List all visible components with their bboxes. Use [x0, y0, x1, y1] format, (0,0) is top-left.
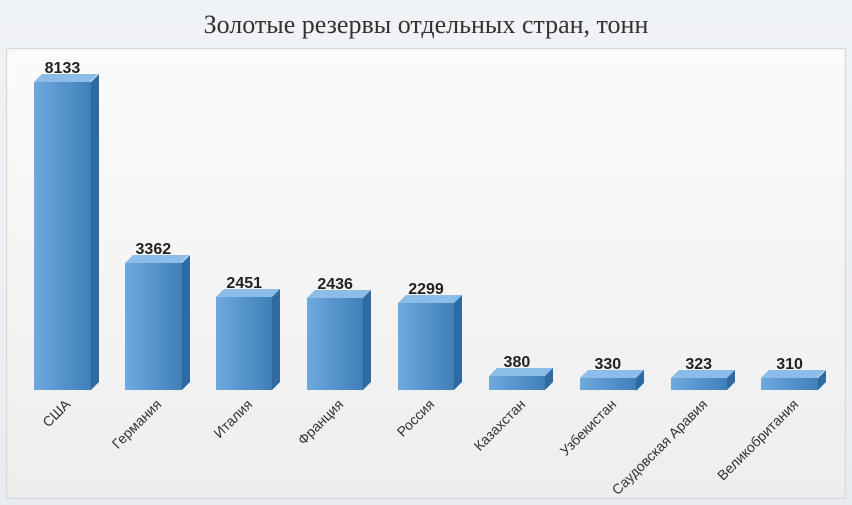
bar-top-face [216, 289, 280, 297]
bar-front [34, 82, 90, 390]
category-label: Казахстан [470, 396, 528, 454]
bar-top-face [307, 290, 371, 298]
label-slot: Узбекистан [562, 390, 653, 498]
bar-side-face [272, 289, 280, 390]
bar-front [398, 303, 454, 390]
bar-top-face [761, 370, 825, 378]
bar-slot: 3362 [108, 49, 199, 390]
plot-area: 81333362245124362299380330323310 США Герм… [6, 48, 846, 499]
bar-top-face [125, 255, 189, 263]
bar-front [671, 378, 727, 390]
bar [34, 82, 90, 390]
bar [125, 263, 181, 390]
bar-front [489, 376, 545, 390]
label-slot: Италия [199, 390, 290, 498]
bar-slot: 2451 [199, 49, 290, 390]
bar-slot: 380 [471, 49, 562, 390]
bars-container: 81333362245124362299380330323310 [17, 49, 835, 390]
bar [398, 303, 454, 390]
label-slot: Саудовская Аравия [653, 390, 744, 498]
bar-slot: 2436 [290, 49, 381, 390]
bar-side-face [182, 255, 190, 390]
category-label: Германия [109, 396, 165, 452]
bar-front [125, 263, 181, 390]
bar-slot: 310 [744, 49, 835, 390]
bar-front [761, 378, 817, 390]
category-label: Россия [394, 396, 438, 440]
bar-side-face [454, 295, 462, 390]
label-slot: Франция [290, 390, 381, 498]
bar-top-face [489, 368, 553, 376]
bar [671, 378, 727, 390]
label-slot: Россия [381, 390, 472, 498]
gold-reserves-chart: Золотые резервы отдельных стран, тонн 81… [0, 0, 852, 505]
bar-top-face [34, 74, 98, 82]
bar-top-face [580, 370, 644, 378]
bar-side-face [91, 74, 99, 390]
bar-slot: 8133 [17, 49, 108, 390]
bar-front [580, 378, 636, 391]
bar [761, 378, 817, 390]
label-slot: Казахстан [471, 390, 562, 498]
bar-slot: 2299 [381, 49, 472, 390]
bar-side-face [363, 290, 371, 390]
category-label: Франция [295, 396, 347, 448]
bar [580, 378, 636, 391]
bar-front [307, 298, 363, 390]
bar [489, 376, 545, 390]
bar [307, 298, 363, 390]
label-slot: Германия [108, 390, 199, 498]
category-label: Узбекистан [556, 396, 619, 459]
bar-front [216, 297, 272, 390]
label-slot: США [17, 390, 108, 498]
bar-slot: 323 [653, 49, 744, 390]
bar [216, 297, 272, 390]
labels-container: США Германия Италия Франция Россия Казахстан У… [17, 390, 835, 498]
bar-top-face [398, 295, 462, 303]
category-label: США [40, 396, 74, 430]
category-label: Италия [210, 396, 255, 441]
bar-top-face [671, 370, 735, 378]
label-slot: Великобритания [744, 390, 835, 498]
chart-title: Золотые резервы отдельных стран, тонн [0, 0, 852, 48]
bar-slot: 330 [562, 49, 653, 390]
